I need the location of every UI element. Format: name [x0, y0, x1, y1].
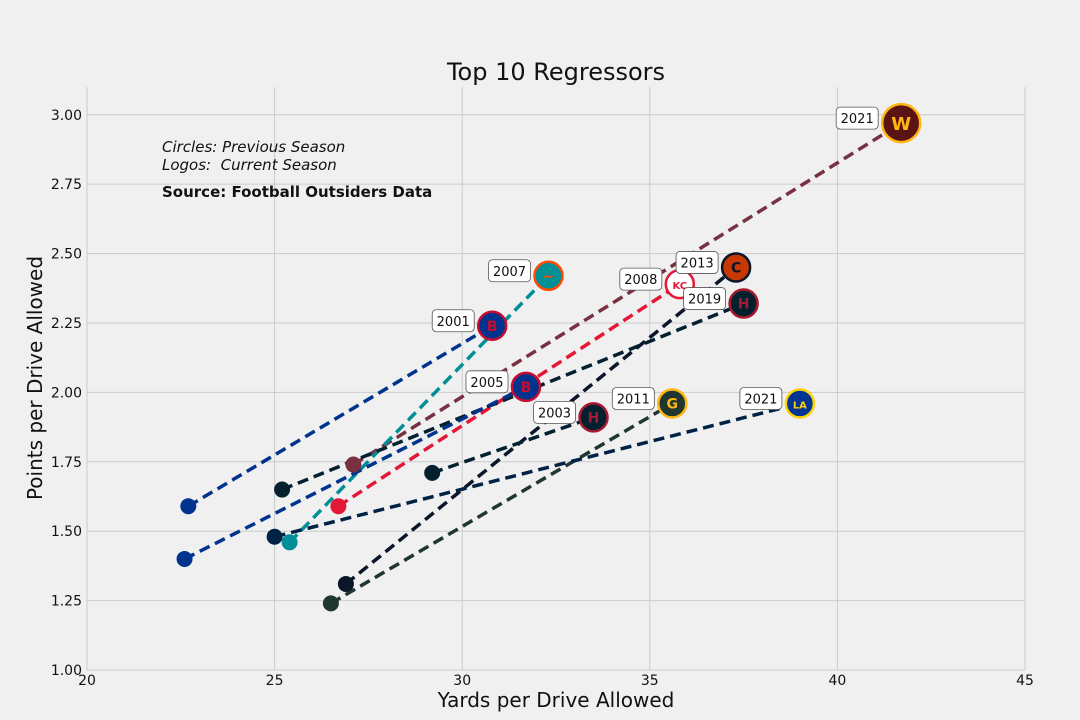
prev-season-points — [176, 456, 441, 612]
y-tick-label: 1.00 — [51, 663, 82, 679]
prev-season-point-2001 — [180, 498, 197, 515]
year-label-text: 2021 — [841, 112, 874, 127]
prev-season-point-2021 — [266, 528, 283, 545]
svg-text:KC: KC — [672, 281, 687, 292]
prev-season-point-2003 — [424, 464, 441, 481]
regression-line-2011 — [329, 401, 674, 605]
prev-season-point-2021 — [345, 456, 362, 473]
regression-line-2001 — [187, 324, 494, 508]
y-tick-label: 2.00 — [51, 385, 82, 401]
regression-line-2005 — [183, 385, 527, 561]
prev-season-point-2008 — [330, 498, 347, 515]
dolphin-logo-icon: ~ — [533, 260, 564, 292]
year-labels: 2021 2007 2001 2008 2013 2019 2005 2003 2011 2021 — [431, 106, 879, 424]
year-label-text: 2003 — [538, 406, 571, 421]
y-tick-label: 3.00 — [51, 108, 82, 124]
svg-text:W: W — [891, 114, 911, 135]
year-label-text: 2007 — [493, 265, 526, 280]
year-label-2003: 2003 — [533, 400, 576, 424]
regression-line-2003 — [431, 415, 595, 475]
year-label-text: 2001 — [437, 315, 470, 330]
svg-text:B: B — [521, 380, 532, 396]
y-tick-label: 2.50 — [51, 247, 82, 263]
texans-logo-icon: H — [728, 288, 759, 319]
bills-logo-icon: B — [510, 371, 542, 403]
year-label-2013: 2013 — [675, 251, 719, 274]
x-tick-label: 30 — [453, 673, 471, 689]
year-label-text: 2008 — [624, 273, 657, 288]
texans-logo-icon: H — [578, 402, 609, 433]
year-label-2001: 2001 — [431, 309, 475, 333]
y-tick-label: 1.25 — [51, 594, 82, 610]
svg-text:H: H — [588, 410, 600, 426]
x-tick-label: 20 — [78, 673, 96, 689]
year-label-2005: 2005 — [465, 370, 509, 394]
x-tick-label: 40 — [828, 673, 846, 689]
regression-line-2013 — [344, 266, 738, 586]
svg-text:G: G — [667, 396, 679, 412]
prev-season-point-2011 — [322, 595, 339, 612]
year-label-2007: 2007 — [488, 259, 531, 283]
x-tick-label: 35 — [641, 673, 659, 689]
prev-season-point-2007 — [281, 534, 298, 551]
legend-note-logos: Logos: Current Season — [162, 156, 337, 174]
year-label-text: 2011 — [617, 392, 650, 407]
y-tick-label: 2.75 — [51, 177, 82, 193]
x-tick-label: 45 — [1016, 673, 1034, 689]
year-label-text: 2019 — [688, 293, 721, 308]
washington-logo-icon: W — [880, 102, 922, 144]
y-tick-label: 1.50 — [51, 524, 82, 540]
chart-title: Top 10 Regressors — [446, 58, 665, 86]
legend-note-circles: Circles: Previous Season — [162, 138, 345, 156]
rams-logo-icon: LA — [784, 388, 816, 419]
source-note: Source: Football Outsiders Data — [162, 183, 432, 201]
y-axis-title: Points per Drive Allowed — [23, 256, 47, 500]
packers-logo-icon: G — [657, 388, 688, 419]
bears-logo-icon: C — [720, 252, 752, 283]
regression-line-2019 — [281, 301, 745, 492]
x-tick-label: 25 — [266, 673, 284, 689]
year-label-2019: 2019 — [683, 287, 726, 310]
regression-line-2021 — [352, 121, 903, 467]
grid — [86, 87, 1026, 671]
year-label-2021: 2021 — [835, 106, 879, 130]
prev-season-point-2005 — [176, 550, 193, 567]
current-season-logos: W ~ B KC C H B H G LA — [476, 102, 922, 433]
prev-season-point-2019 — [274, 481, 291, 498]
year-label-2021: 2021 — [739, 387, 783, 410]
x-axis-title: Yards per Drive Allowed — [437, 688, 675, 712]
svg-text:LA: LA — [793, 400, 807, 411]
prev-season-point-2013 — [337, 575, 354, 592]
year-label-2008: 2008 — [619, 267, 663, 291]
tick-labels: 20 25 30 35 40 45 1.00 1.25 1.50 1.75 2.00 2.25 2.50… — [51, 108, 1034, 689]
svg-text:C: C — [731, 260, 741, 276]
regression-line-2021 — [274, 401, 801, 539]
year-label-text: 2005 — [470, 376, 503, 391]
bills-logo-icon: B — [476, 310, 508, 342]
svg-text:B: B — [487, 319, 498, 335]
year-label-text: 2013 — [681, 256, 714, 271]
year-label-text: 2021 — [744, 392, 777, 407]
y-tick-label: 1.75 — [51, 455, 82, 471]
year-label-2011: 2011 — [611, 387, 655, 410]
svg-text:~: ~ — [543, 269, 555, 285]
svg-text:H: H — [738, 297, 750, 313]
y-tick-label: 2.25 — [51, 316, 82, 332]
